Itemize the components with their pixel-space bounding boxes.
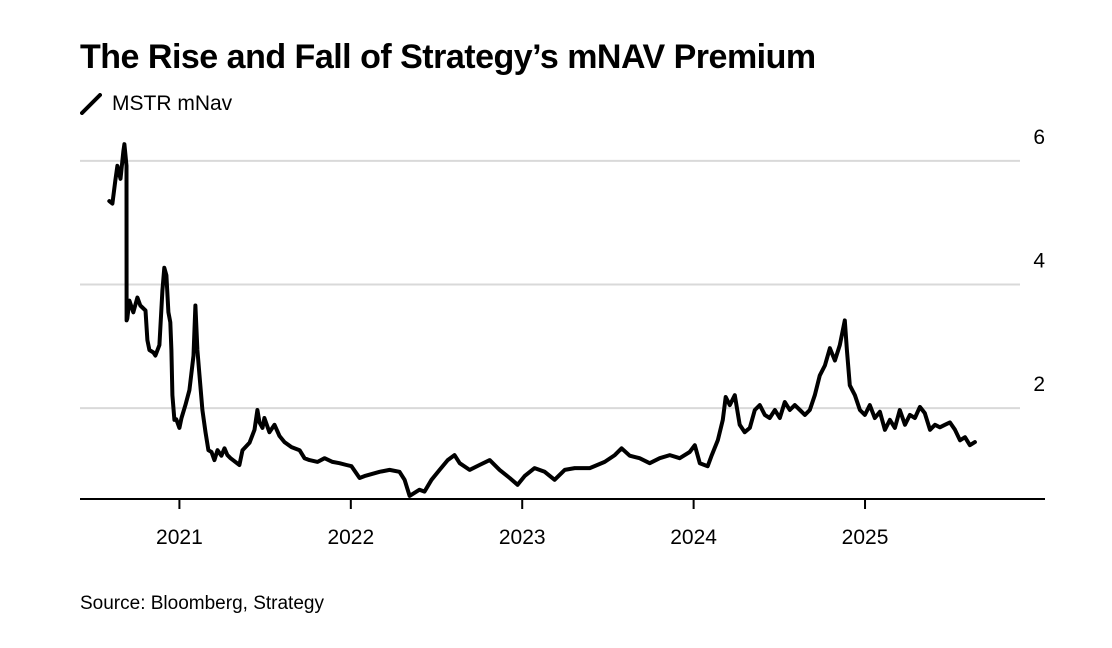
y-tick-label: 4 — [1033, 250, 1045, 273]
x-tick-label: 2023 — [499, 526, 546, 549]
legend-line-icon — [80, 93, 102, 115]
x-tick-label: 2022 — [327, 526, 374, 549]
legend-label: MSTR mNav — [112, 92, 233, 115]
y-tick-label: 6 — [1033, 126, 1045, 149]
x-tick-label: 2021 — [156, 526, 203, 549]
y-tick-label: 2 — [1033, 373, 1045, 396]
legend: MSTR mNav — [80, 92, 232, 116]
chart-title: The Rise and Fall of Strategy’s mNAV Pre… — [80, 38, 816, 76]
series-line-mstr-mnav — [107, 142, 977, 498]
x-tick-label: 2025 — [842, 526, 889, 549]
source-note: Source: Bloomberg, Strategy — [80, 593, 324, 614]
x-tick-label: 2024 — [670, 526, 717, 549]
